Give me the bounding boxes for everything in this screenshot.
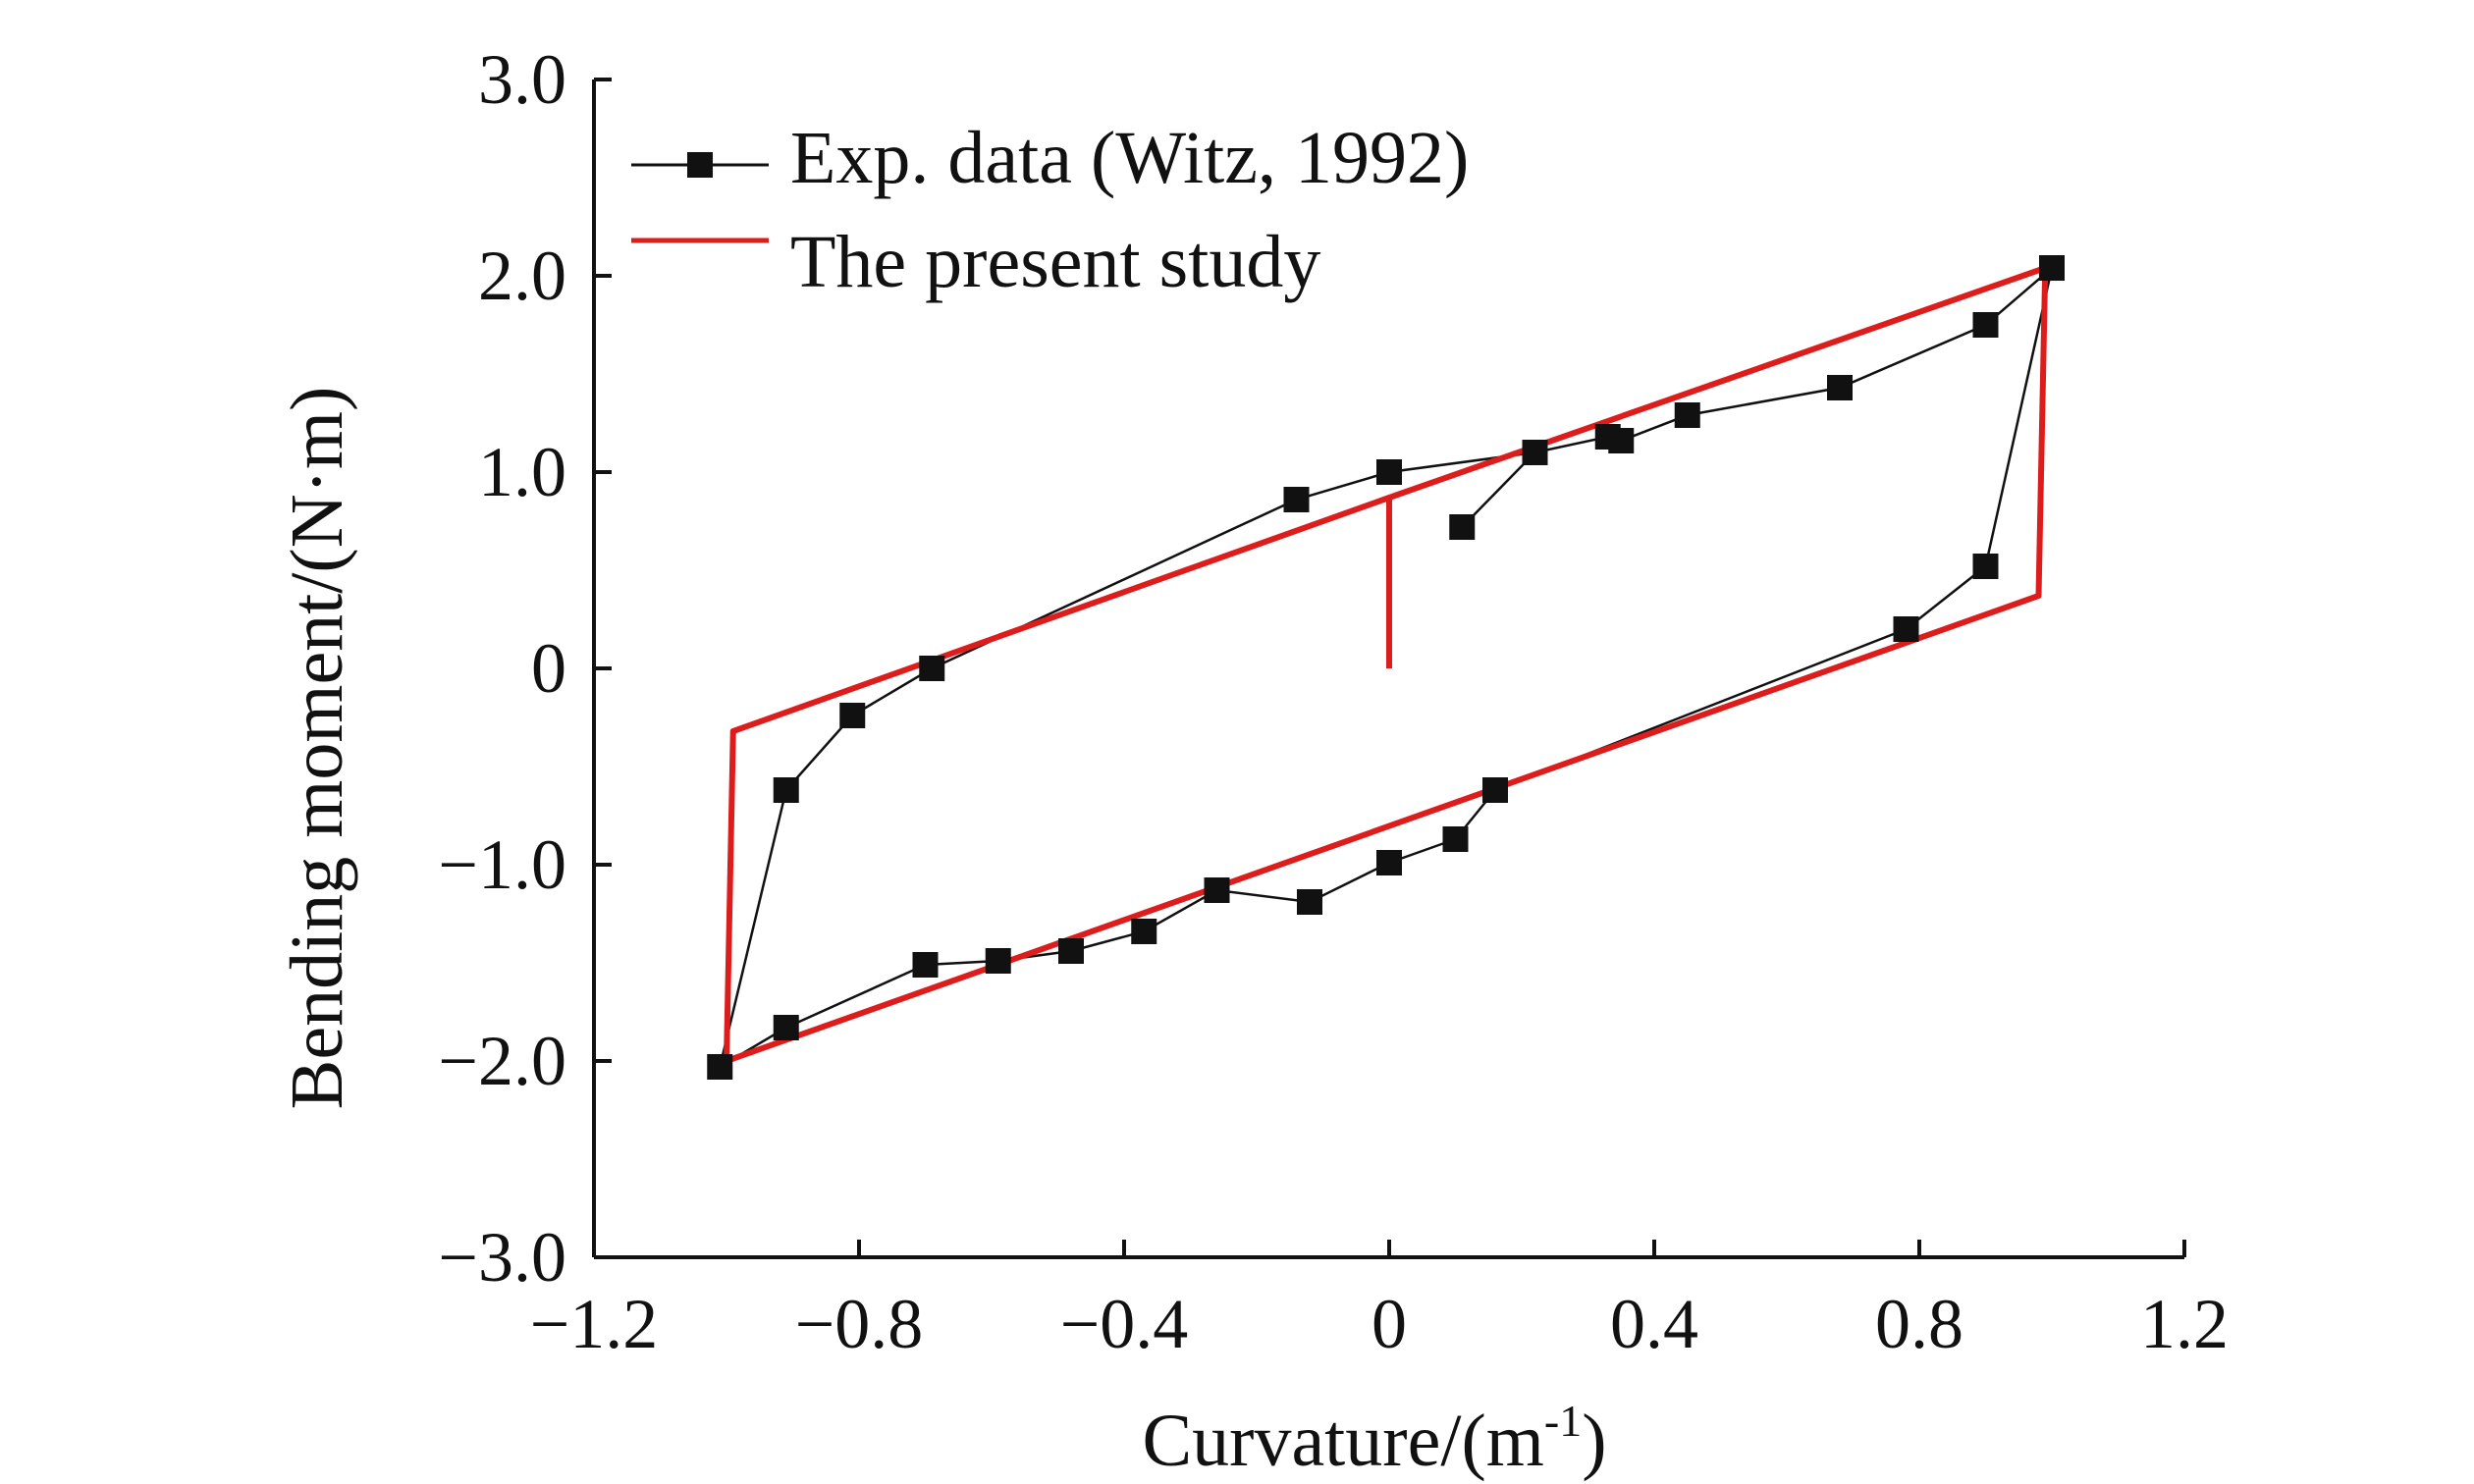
- exp-data-point: [773, 777, 799, 803]
- y-tick-label: −2.0: [438, 1022, 566, 1100]
- exp-data-point: [1283, 487, 1310, 512]
- exp-data-point: [1131, 919, 1157, 944]
- y-tick-label: −1.0: [438, 825, 566, 904]
- y-tick-label: 3.0: [478, 40, 566, 119]
- x-axis-title-close: ): [1582, 1400, 1606, 1482]
- exp-data-point: [1449, 514, 1476, 540]
- x-axis-title-main: Curvature/(m: [1142, 1400, 1543, 1482]
- x-tick-label: 1.2: [2140, 1285, 2229, 1363]
- exp-data-point: [1522, 440, 1548, 465]
- x-tick-label: 0.4: [1610, 1285, 1698, 1363]
- x-tick-label: 0.8: [1875, 1285, 1963, 1363]
- x-ticks: −1.2 −0.8 −0.4 0 0.4 0.8 1.2: [530, 1240, 2229, 1363]
- exp-data-point: [1827, 375, 1853, 400]
- exp-data-point: [912, 952, 939, 978]
- exp-data-point: [707, 1054, 733, 1080]
- exp-data-point: [1297, 889, 1322, 915]
- y-tick-label: 2.0: [478, 237, 566, 315]
- series-layer: [707, 255, 2065, 1080]
- exp-data-point: [1972, 312, 1999, 338]
- y-tick-label: −3.0: [438, 1218, 566, 1297]
- y-tick-label: 1.0: [478, 433, 566, 511]
- y-tick-label: 0: [531, 629, 566, 708]
- exp-data-point: [1972, 554, 1999, 579]
- exp-data-point: [1058, 938, 1084, 964]
- exp-data-point: [1204, 877, 1230, 903]
- x-tick-label: 0: [1371, 1285, 1407, 1363]
- x-axis-title: Curvature/(m-1): [1142, 1396, 1606, 1482]
- y-axis-title: Bending moment/(N·m): [276, 387, 358, 1110]
- exp-data-point: [1608, 428, 1635, 453]
- legend-present-label: The present study: [790, 221, 1320, 303]
- exp-data-point: [773, 1015, 799, 1040]
- exp-data-point: [1376, 459, 1402, 485]
- exp-data-point: [1376, 850, 1402, 875]
- x-tick-label: −1.2: [530, 1285, 659, 1363]
- legend-exp-marker-swatch: [687, 152, 713, 178]
- legend: Exp. data (Witz, 1992) The present study: [631, 117, 1469, 303]
- exp-data-point: [1442, 826, 1469, 852]
- legend-exp-label: Exp. data (Witz, 1992): [790, 117, 1469, 199]
- exp-data-point: [2039, 255, 2065, 281]
- exp-data-point: [1893, 616, 1919, 642]
- exp-data-point: [1482, 777, 1508, 803]
- exp-data-point: [985, 948, 1011, 974]
- present-study-line: [724, 265, 2049, 1064]
- y-ticks: 3.0 2.0 1.0 0 −1.0 −2.0 −3.0: [438, 40, 612, 1297]
- x-tick-label: −0.4: [1060, 1285, 1189, 1363]
- x-axis-title-superscript: -1: [1544, 1396, 1582, 1446]
- exp-data-point: [919, 656, 945, 681]
- x-tick-label: −0.8: [795, 1285, 924, 1363]
- exp-data-point: [1674, 402, 1700, 428]
- exp-data-point: [839, 703, 866, 728]
